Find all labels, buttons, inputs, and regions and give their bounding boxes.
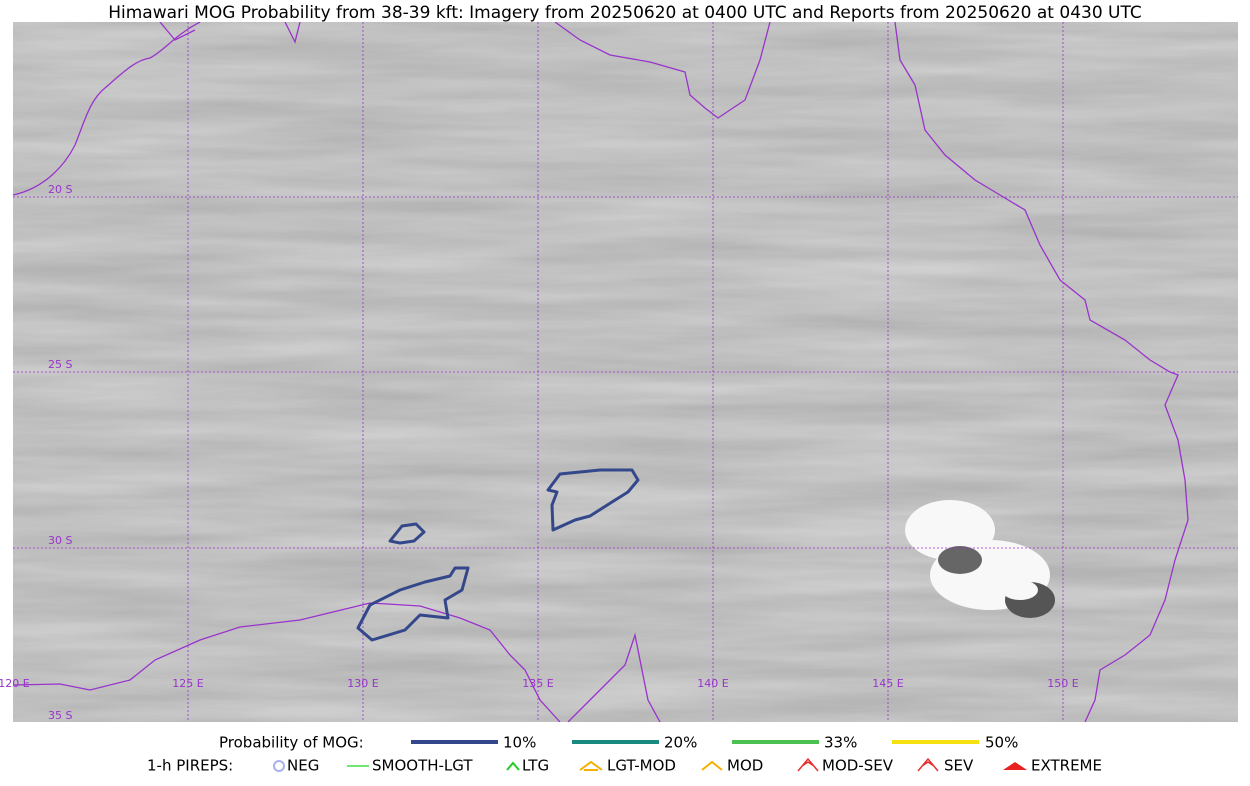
lat-labels: 20 S 25 S 30 S 35 S [48, 183, 72, 722]
legend-mog: Probability of MOG: 10% 20% 33% 50% [219, 734, 1018, 752]
legend-pireps: 1-h PIREPS: NEG SMOOTH-LGT LTG LGT-MOD M… [147, 757, 1102, 775]
lon-label: 120 E [0, 677, 30, 690]
lon-label: 150 E [1047, 677, 1078, 690]
lat-label: 20 S [48, 183, 72, 196]
legend-label: EXTREME [1031, 757, 1102, 775]
lat-label: 35 S [48, 709, 72, 722]
icon-sev [917, 757, 939, 772]
legend-label: SMOOTH-LGT [372, 757, 473, 775]
legend-label: 10% [503, 734, 536, 752]
icon-ltg [506, 761, 520, 771]
legend-label: 20% [664, 734, 697, 752]
mog-contours [356, 468, 640, 642]
legend-label: SEV [944, 757, 974, 775]
lon-labels: 120 E 125 E 130 E 135 E 140 E 145 E 150 … [0, 677, 1079, 690]
lat-label: 30 S [48, 534, 72, 547]
legend-label: NEG [287, 757, 319, 775]
lon-label: 140 E [697, 677, 728, 690]
icon-neg [273, 760, 285, 772]
convective-cloud [905, 500, 1055, 618]
legend-label: LTG [522, 757, 549, 775]
legend-title: Probability of MOG: [219, 734, 364, 752]
lon-label: 135 E [522, 677, 553, 690]
legend-title: 1-h PIREPS: [147, 757, 233, 775]
icon-extreme [1003, 762, 1027, 770]
coastline [13, 22, 1189, 722]
legend-label: 33% [824, 734, 857, 752]
map [13, 22, 1238, 722]
title: Himawari MOG Probability from 38-39 kft:… [108, 3, 1142, 23]
lat-label: 25 S [48, 358, 72, 371]
icon-mod [701, 760, 723, 771]
grid [13, 22, 1238, 722]
lon-label: 145 E [872, 677, 903, 690]
lon-label: 125 E [172, 677, 203, 690]
legend-label: LGT-MOD [607, 757, 676, 775]
lon-label: 130 E [347, 677, 378, 690]
icon-lgt-mod [579, 760, 603, 771]
legend-label: MOD [727, 757, 763, 775]
legend-label: 50% [985, 734, 1018, 752]
icon-mod-sev [797, 757, 819, 772]
legend-label: MOD-SEV [822, 757, 894, 775]
